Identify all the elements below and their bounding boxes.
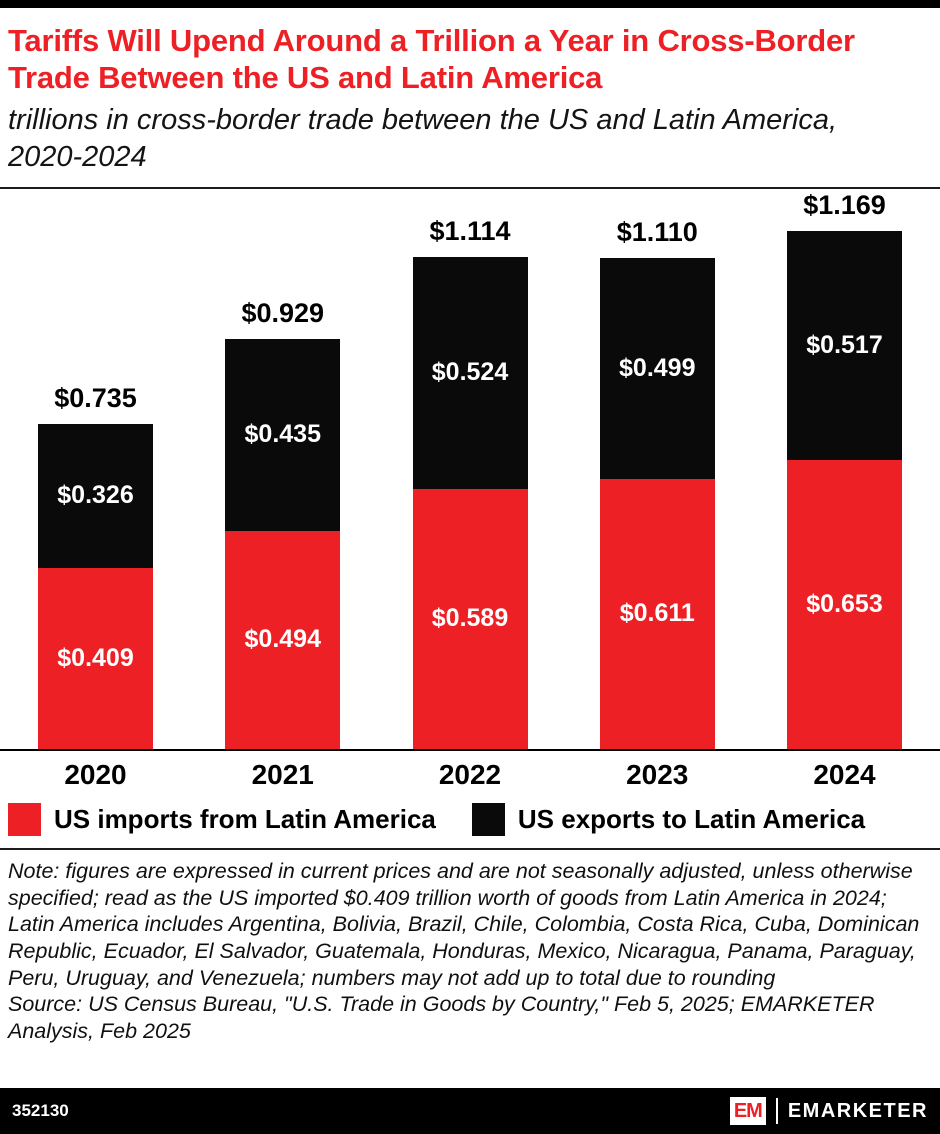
top-rule [0,0,940,8]
bar-segment-imports-2023: $0.611 [599,478,715,749]
x-axis-label-2023: 2023 [626,758,689,790]
chart-subtitle: trillions in cross-border trade between … [8,104,838,173]
legend-item-0: US imports from Latin America [8,802,436,836]
bar-segment-exports-2021: $0.435 [225,338,341,531]
bar-group-2020: $0.735 $0.326 $0.409 [38,383,153,749]
segment-value-label: $0.589 [431,604,509,633]
chart-id: 352130 [12,1101,69,1120]
header-divider [0,186,940,189]
bar-stack-2024: $0.517 $0.653 [787,230,902,749]
legend-swatch [471,802,505,836]
bar-total-label-2022: $1.114 [429,215,511,246]
bar-group-2022: $1.114 $0.524 $0.589 [412,215,528,749]
bar-total-label-2024: $1.169 [803,189,886,220]
legend-swatch [8,802,41,836]
footer-bar: 352130 EM EMARKETER [0,1088,940,1134]
bar-segment-exports-2022: $0.524 [412,256,528,489]
x-axis-label-2022: 2022 [438,758,502,790]
page-title: Tariffs Will Upend Around a Trillion a Y… [8,23,855,96]
bar-segment-exports-2024: $0.517 [787,230,902,460]
bar-total-label-2021: $0.929 [241,297,325,328]
bars-row: $0.735 $0.326 $0.409 $0.929 $0.435 $0.494 $1.1… [0,189,940,749]
logo-separator [775,1098,778,1124]
x-axis-label-2021: 2021 [251,758,314,790]
x-axis-label-2020: 2020 [64,758,127,790]
bar-segment-exports-2023: $0.499 [599,257,715,479]
bar-segment-imports-2022: $0.589 [412,488,528,749]
bar-segment-imports-2021: $0.494 [225,530,341,749]
bar-total-label-2023: $1.110 [616,216,698,247]
legend-item-1: US exports to Latin America [471,802,866,836]
bar-stack-2023: $0.499 $0.611 [599,257,715,749]
segment-value-label: $0.524 [431,358,509,387]
bar-stack-2020: $0.326 $0.409 [38,423,153,749]
legend-label: US exports to Latin America [517,803,866,834]
segment-value-label: $0.499 [619,353,696,382]
legend-label: US imports from Latin America [54,803,436,834]
logo-wordmark: EMARKETER [787,1099,928,1122]
segment-value-label: $0.326 [57,481,134,510]
notes-block: Note: figures are expressed in current p… [0,850,940,1088]
segment-value-label: $0.494 [244,625,321,654]
bar-segment-imports-2020: $0.409 [38,567,153,749]
bar-group-2023: $1.110 $0.499 $0.611 [599,216,715,749]
legend: US imports from Latin America US exports … [0,795,940,848]
logo-em-icon: EM [729,1097,766,1125]
bar-total-label-2020: $0.735 [54,382,137,413]
bar-segment-imports-2024: $0.653 [787,459,902,749]
note-text: Note: figures are expressed in current p… [8,858,920,990]
x-axis-label-2024: 2024 [813,758,876,790]
segment-value-label: $0.611 [619,599,695,628]
bar-stack-2022: $0.524 $0.589 [412,256,528,749]
notes-divider [0,847,940,850]
bar-segment-exports-2020: $0.326 [38,423,153,568]
x-axis: 2020 2021 2022 2023 2024 [0,751,940,795]
source-text: Source: US Census Bureau, "U.S. Trade in… [8,992,875,1043]
segment-value-label: $0.409 [57,643,134,672]
chart-area: $0.735 $0.326 $0.409 $0.929 $0.435 $0.494 $1.1… [0,189,940,751]
segment-value-label: $0.517 [806,330,883,359]
bar-group-2024: $1.169 $0.517 $0.653 [787,190,902,749]
segment-value-label: $0.435 [244,420,321,449]
bar-stack-2021: $0.435 $0.494 [225,338,341,749]
emarketer-logo: EM EMARKETER [729,1097,928,1125]
segment-value-label: $0.653 [806,589,883,618]
chart-header: Tariffs Will Upend Around a Trillion a Y… [0,8,940,187]
bar-group-2021: $0.929 $0.435 $0.494 [225,297,341,749]
